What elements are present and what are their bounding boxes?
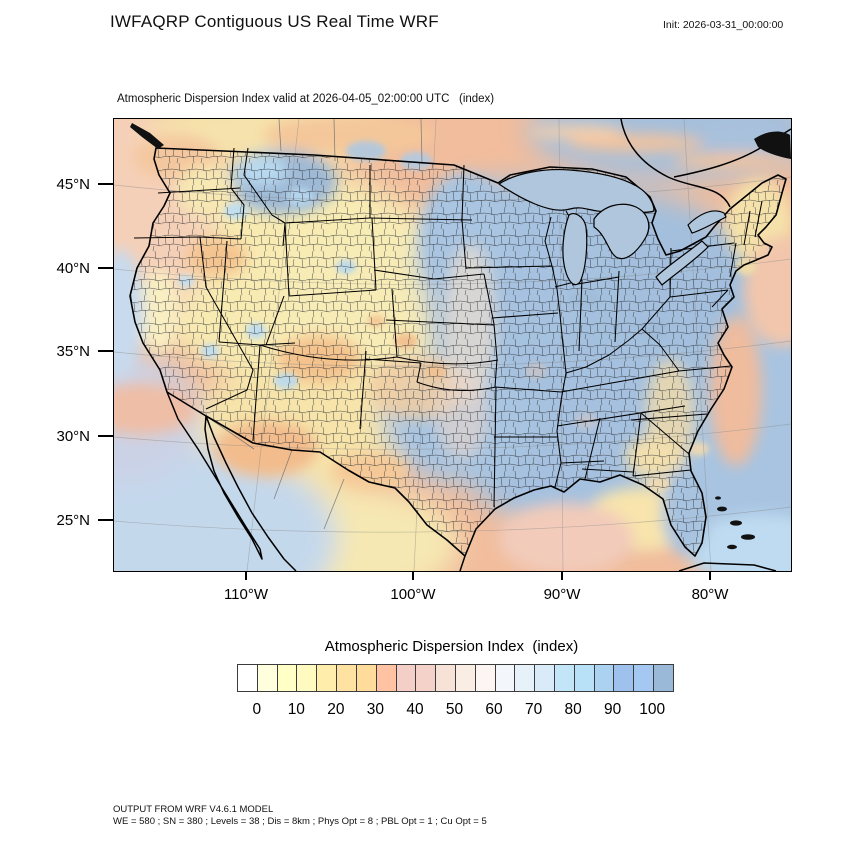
lon-tick [561, 571, 563, 580]
colorbar-cell [416, 665, 437, 691]
colorbar-cell [317, 665, 338, 691]
colorbar-cell [455, 665, 476, 691]
footer-line2: WE = 580 ; SN = 380 ; Levels = 38 ; Dis … [113, 816, 487, 827]
colorbar-cell [574, 665, 595, 691]
wrf-map-canvas [114, 119, 791, 571]
lat-tick-label: 45°N [56, 176, 90, 193]
colorbar-cell [356, 665, 377, 691]
lon-tick [412, 571, 414, 580]
lon-tick-label: 110°W [223, 586, 269, 603]
colorbar-cell [297, 665, 318, 691]
legend-title: Atmospheric Dispersion Index (index) [324, 638, 579, 655]
page-title: IWFAQRP Contiguous US Real Time WRF [110, 12, 439, 31]
colorbar-tick-label: 40 [406, 701, 424, 718]
lat-tick-label: 35°N [56, 343, 90, 360]
colorbar-cell [634, 665, 655, 691]
colorbar-cell [515, 665, 536, 691]
colorbar-tick-label: 50 [445, 701, 464, 718]
colorbar-cell [555, 665, 575, 691]
lat-tick [98, 267, 113, 269]
colorbar-cell [614, 665, 635, 691]
colorbar-cell [238, 665, 258, 691]
lat-tick-label: 30°N [56, 428, 90, 445]
map-subtitle: Atmospheric Dispersion Index valid at 20… [117, 93, 495, 105]
lon-tick [709, 571, 711, 580]
lon-tick-label: 90°W [543, 586, 581, 603]
lon-tick-label: 80°W [691, 586, 729, 603]
colorbar-tick-label: 30 [366, 701, 385, 718]
colorbar-tick-label: 80 [564, 701, 582, 718]
us-coastline [129, 147, 787, 557]
colorbar-cell [495, 665, 516, 691]
great-lakes [498, 168, 727, 286]
state-borders [133, 147, 763, 508]
lon-tick-label: 100°W [390, 586, 436, 603]
map-frame [113, 118, 792, 572]
lon-tick [245, 571, 247, 580]
colorbar-cell [594, 665, 615, 691]
colorbar-tick-label: 60 [485, 701, 503, 718]
footer-line1: OUTPUT FROM WRF V4.6.1 MODEL [113, 804, 274, 815]
colorbar-cell [376, 665, 397, 691]
lat-tick [98, 350, 113, 352]
colorbar-tick-label: 0 [252, 701, 262, 718]
islands [130, 123, 791, 550]
colorbar-cell [257, 665, 278, 691]
lat-tick-label: 25°N [56, 512, 90, 529]
colorbar-tick-label: 100 [639, 701, 666, 718]
colorbar-tick-label: 70 [524, 701, 543, 718]
lat-tick-label: 40°N [56, 260, 90, 277]
colorbar-tick-label: 10 [287, 701, 305, 718]
colorbar [237, 664, 674, 692]
colorbar-cell [277, 665, 298, 691]
lat-tick [98, 519, 113, 521]
colorbar-cell [475, 665, 496, 691]
colorbar-tick-label: 90 [604, 701, 622, 718]
colorbar-cell [436, 665, 456, 691]
lat-tick [98, 183, 113, 185]
init-time-label: Init: 2026-03-31_00:00:00 [663, 19, 784, 31]
lat-tick [98, 435, 113, 437]
colorbar-cell [535, 665, 555, 691]
colorbar-cell [654, 665, 673, 691]
colorbar-cell [396, 665, 417, 691]
footer-model-info: OUTPUT FROM WRF V4.6.1 MODEL WE = 580 ; S… [113, 804, 487, 828]
colorbar-cell [337, 665, 357, 691]
colorbar-tick-label: 20 [327, 701, 345, 718]
